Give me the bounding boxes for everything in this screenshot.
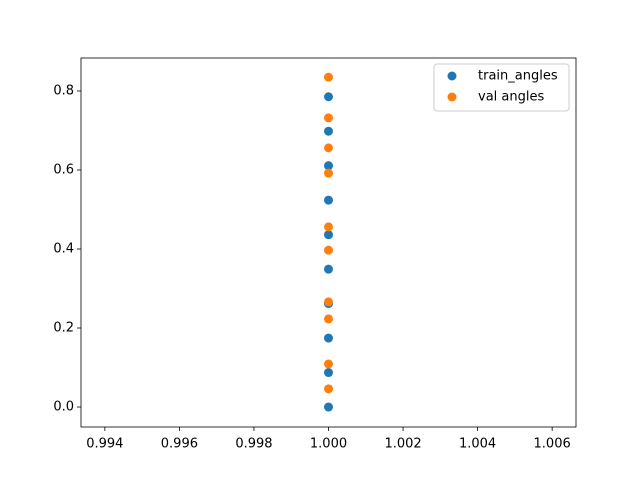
point <box>324 222 333 232</box>
point <box>324 314 333 324</box>
y-tick-label: 0.8 <box>53 83 74 98</box>
x-tick-label: 1.002 <box>384 437 421 452</box>
x-tick-label: 0.994 <box>86 437 123 452</box>
point <box>324 72 333 82</box>
point <box>324 168 333 178</box>
point <box>324 402 333 412</box>
point <box>324 384 333 394</box>
x-tick-label: 1.004 <box>459 437 496 452</box>
y-tick-label: 0.2 <box>53 321 74 336</box>
x-tick-label: 1.000 <box>310 437 347 452</box>
legend-label: train_angles <box>478 69 558 84</box>
y-tick-label: 0.0 <box>53 400 74 415</box>
point <box>324 195 333 205</box>
point <box>324 126 333 136</box>
legend-marker <box>447 71 457 81</box>
legend-box <box>433 63 570 112</box>
x-tick-label: 0.996 <box>161 437 198 452</box>
y-tick-label: 0.4 <box>53 241 74 256</box>
legend-label: val angles <box>478 90 544 105</box>
point <box>324 92 333 102</box>
y-tick-label: 0.6 <box>53 162 74 177</box>
x-tick-label: 0.998 <box>235 437 272 452</box>
point <box>324 143 333 153</box>
point <box>324 297 333 307</box>
x-tick-label: 1.006 <box>534 437 571 452</box>
point <box>324 113 333 123</box>
point <box>324 264 333 274</box>
plot-frame <box>80 57 577 428</box>
point <box>324 368 333 378</box>
legend-marker <box>447 92 457 102</box>
point <box>324 359 333 369</box>
point <box>324 230 333 240</box>
point <box>324 333 333 343</box>
point <box>324 245 333 255</box>
point <box>324 161 333 171</box>
